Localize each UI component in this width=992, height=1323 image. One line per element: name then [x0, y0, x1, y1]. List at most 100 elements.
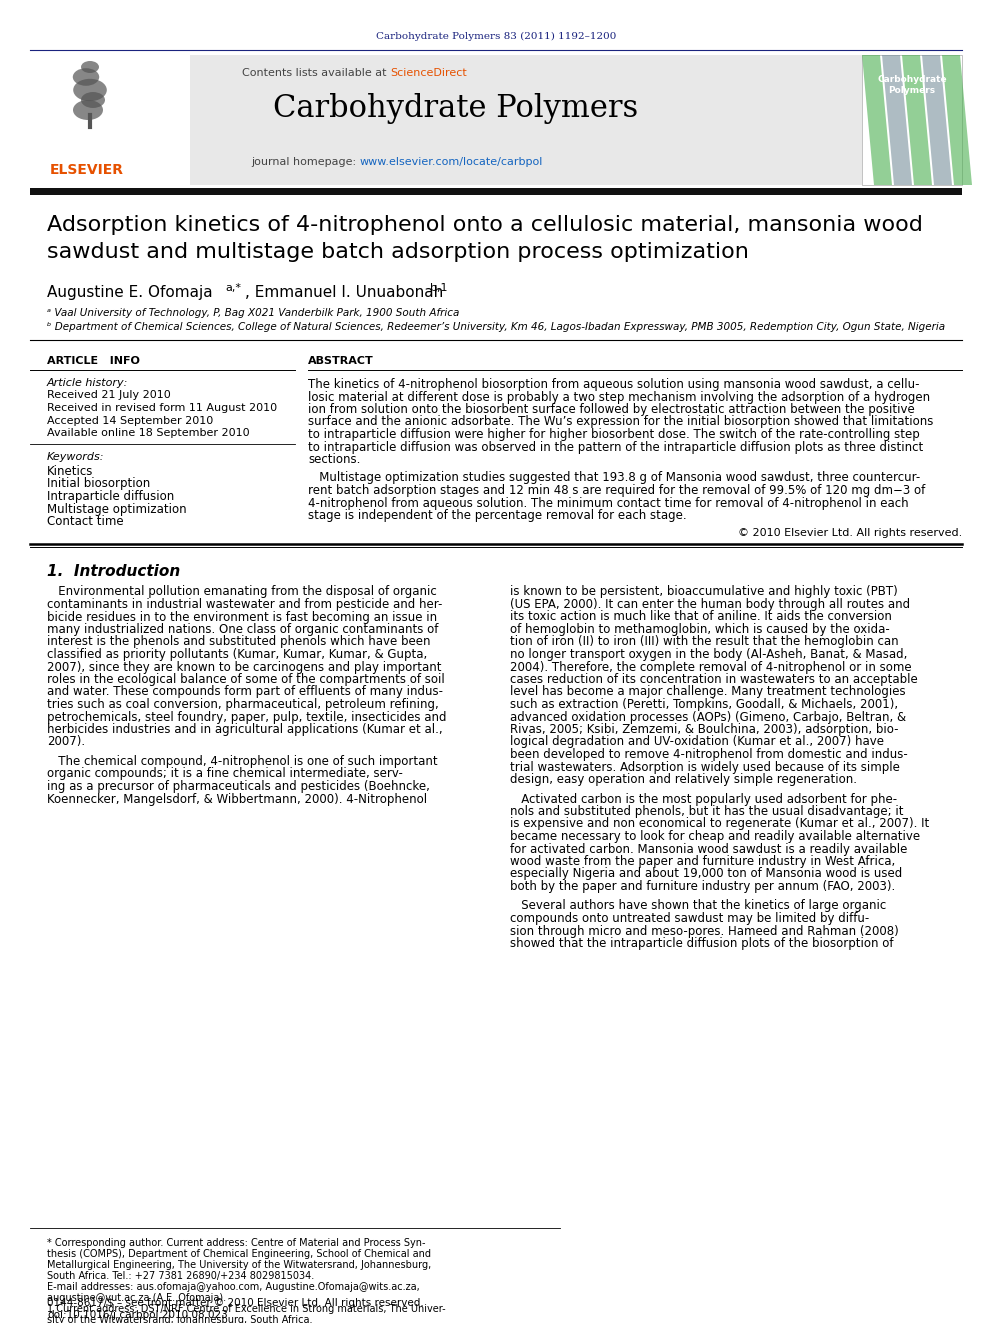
Text: doi:10.1016/j.carbpol.2010.08.023: doi:10.1016/j.carbpol.2010.08.023	[47, 1310, 228, 1320]
Text: Contents lists available at: Contents lists available at	[242, 67, 390, 78]
Text: 2007), since they are known to be carcinogens and play important: 2007), since they are known to be carcin…	[47, 660, 441, 673]
Text: ing as a precursor of pharmaceuticals and pesticides (Boehncke,: ing as a precursor of pharmaceuticals an…	[47, 781, 430, 792]
Text: level has become a major challenge. Many treatment technologies: level has become a major challenge. Many…	[510, 685, 906, 699]
Ellipse shape	[80, 93, 104, 108]
Text: a,*: a,*	[225, 283, 241, 292]
Text: 0144-8617/$ – see front matter © 2010 Elsevier Ltd. All rights reserved.: 0144-8617/$ – see front matter © 2010 El…	[47, 1298, 424, 1308]
Text: interest is the phenols and substituted phenols which have been: interest is the phenols and substituted …	[47, 635, 431, 648]
Polygon shape	[882, 56, 912, 185]
Text: organic compounds; it is a fine chemical intermediate, serv-: organic compounds; it is a fine chemical…	[47, 767, 403, 781]
Text: of hemoglobin to methamoglobin, which is caused by the oxida-: of hemoglobin to methamoglobin, which is…	[510, 623, 890, 636]
Text: compounds onto untreated sawdust may be limited by diffu-: compounds onto untreated sawdust may be …	[510, 912, 869, 925]
Text: Keywords:: Keywords:	[47, 452, 104, 463]
Text: both by the paper and furniture industry per annum (FAO, 2003).: both by the paper and furniture industry…	[510, 880, 895, 893]
Text: 1.  Introduction: 1. Introduction	[47, 564, 181, 578]
Text: Contact time: Contact time	[47, 515, 124, 528]
Text: for activated carbon. Mansonia wood sawdust is a readily available: for activated carbon. Mansonia wood sawd…	[510, 843, 908, 856]
Ellipse shape	[75, 69, 102, 86]
Text: Environmental pollution emanating from the disposal of organic: Environmental pollution emanating from t…	[47, 586, 436, 598]
Text: ELSEVIER: ELSEVIER	[50, 163, 124, 177]
Text: ᵃ Vaal University of Technology, P, Bag X021 Vanderbilk Park, 1900 South Africa: ᵃ Vaal University of Technology, P, Bag …	[47, 308, 459, 318]
Text: Several authors have shown that the kinetics of large organic: Several authors have shown that the kine…	[510, 900, 886, 913]
Text: nols and substituted phenols, but it has the usual disadvantage; it: nols and substituted phenols, but it has…	[510, 804, 904, 818]
Text: its toxic action is much like that of aniline. It aids the conversion: its toxic action is much like that of an…	[510, 610, 892, 623]
Text: especially Nigeria and about 19,000 ton of Mansonia wood is used: especially Nigeria and about 19,000 ton …	[510, 868, 903, 881]
Text: to intraparticle diffusion was observed in the pattern of the intraparticle diff: to intraparticle diffusion was observed …	[308, 441, 924, 454]
Text: to intraparticle diffusion were higher for higher biosorbent dose. The switch of: to intraparticle diffusion were higher f…	[308, 429, 920, 441]
Text: Available online 18 September 2010: Available online 18 September 2010	[47, 429, 250, 438]
Text: © 2010 Elsevier Ltd. All rights reserved.: © 2010 Elsevier Ltd. All rights reserved…	[738, 528, 962, 537]
Text: been developed to remove 4-nitrophenol from domestic and indus-: been developed to remove 4-nitrophenol f…	[510, 747, 908, 761]
Ellipse shape	[83, 61, 101, 73]
Text: Multistage optimization studies suggested that 193.8 g of Mansonia wood sawdust,: Multistage optimization studies suggeste…	[308, 471, 921, 484]
Bar	[30, 56, 862, 185]
Text: and water. These compounds form part of effluents of many indus-: and water. These compounds form part of …	[47, 685, 443, 699]
Text: (US EPA, 2000). It can enter the human body through all routes and: (US EPA, 2000). It can enter the human b…	[510, 598, 910, 611]
Text: classified as priority pollutants (Kumar, Kumar, Kumar, & Gupta,: classified as priority pollutants (Kumar…	[47, 648, 428, 662]
Text: ABSTRACT: ABSTRACT	[308, 356, 374, 366]
Text: showed that the intraparticle diffusion plots of the biosorption of: showed that the intraparticle diffusion …	[510, 937, 894, 950]
Text: Kinetics: Kinetics	[47, 464, 93, 478]
Text: Received in revised form 11 August 2010: Received in revised form 11 August 2010	[47, 404, 277, 413]
Text: Koennecker, Mangelsdorf, & Wibbertmann, 2000). 4-Nitrophenol: Koennecker, Mangelsdorf, & Wibbertmann, …	[47, 792, 428, 806]
Text: Carbohydrate Polymers: Carbohydrate Polymers	[274, 93, 639, 123]
Text: 2007).: 2007).	[47, 736, 85, 749]
Text: 4-nitrophenol from aqueous solution. The minimum contact time for removal of 4-n: 4-nitrophenol from aqueous solution. The…	[308, 496, 909, 509]
Text: ARTICLE   INFO: ARTICLE INFO	[47, 356, 140, 366]
Text: Rivas, 2005; Ksibi, Zemzemi, & Boulchina, 2003), adsorption, bio-: Rivas, 2005; Ksibi, Zemzemi, & Boulchina…	[510, 722, 899, 736]
Text: Initial biosorption: Initial biosorption	[47, 478, 150, 491]
Text: Intraparticle diffusion: Intraparticle diffusion	[47, 490, 175, 503]
Polygon shape	[902, 56, 932, 185]
Text: advanced oxidation processes (AOPs) (Gimeno, Carbajo, Beltran, &: advanced oxidation processes (AOPs) (Gim…	[510, 710, 906, 724]
Text: petrochemicals, steel foundry, paper, pulp, textile, insecticides and: petrochemicals, steel foundry, paper, pu…	[47, 710, 446, 724]
Text: Metallurgical Engineering, The University of the Witwatersrand, Johannesburg,: Metallurgical Engineering, The Universit…	[47, 1259, 432, 1270]
Text: tion of iron (II) to iron (III) with the result that the hemoglobin can: tion of iron (II) to iron (III) with the…	[510, 635, 899, 648]
Text: sion through micro and meso-pores. Hameed and Rahman (2008): sion through micro and meso-pores. Hamee…	[510, 925, 899, 938]
Text: 2004). Therefore, the complete removal of 4-nitrophenol or in some: 2004). Therefore, the complete removal o…	[510, 660, 912, 673]
Text: no longer transport oxygen in the body (Al-Asheh, Banat, & Masad,: no longer transport oxygen in the body (…	[510, 648, 908, 662]
Text: sity of the Witwatersrand, Johannesburg, South Africa.: sity of the Witwatersrand, Johannesburg,…	[47, 1315, 312, 1323]
Text: Adsorption kinetics of 4-nitrophenol onto a cellulosic material, mansonia wood: Adsorption kinetics of 4-nitrophenol ont…	[47, 216, 923, 235]
Text: Activated carbon is the most popularly used adsorbent for phe-: Activated carbon is the most popularly u…	[510, 792, 897, 806]
Ellipse shape	[73, 79, 107, 101]
Text: ion from solution onto the biosorbent surface followed by electrostatic attracti: ion from solution onto the biosorbent su…	[308, 404, 915, 415]
Bar	[30, 188, 962, 194]
Text: logical degradation and UV-oxidation (Kumar et al., 2007) have: logical degradation and UV-oxidation (Ku…	[510, 736, 884, 749]
Text: The chemical compound, 4-nitrophenol is one of such important: The chemical compound, 4-nitrophenol is …	[47, 755, 437, 767]
Text: rent batch adsorption stages and 12 min 48 s are required for the removal of 99.: rent batch adsorption stages and 12 min …	[308, 484, 926, 497]
Text: Multistage optimization: Multistage optimization	[47, 503, 186, 516]
Text: cases reduction of its concentration in wastewaters to an acceptable: cases reduction of its concentration in …	[510, 673, 918, 687]
Text: ScienceDirect: ScienceDirect	[390, 67, 467, 78]
Text: tries such as coal conversion, pharmaceutical, petroleum refining,: tries such as coal conversion, pharmaceu…	[47, 699, 438, 710]
Text: sawdust and multistage batch adsorption process optimization: sawdust and multistage batch adsorption …	[47, 242, 749, 262]
Text: design, easy operation and relatively simple regeneration.: design, easy operation and relatively si…	[510, 773, 857, 786]
Text: contaminants in industrial wastewater and from pesticide and her-: contaminants in industrial wastewater an…	[47, 598, 442, 611]
Text: www.elsevier.com/locate/carbpol: www.elsevier.com/locate/carbpol	[360, 157, 544, 167]
Text: Carbohydrate
Polymers: Carbohydrate Polymers	[877, 74, 946, 95]
Text: trial wastewaters. Adsorption is widely used because of its simple: trial wastewaters. Adsorption is widely …	[510, 761, 900, 774]
Bar	[862, 56, 962, 185]
Text: Received 21 July 2010: Received 21 July 2010	[47, 390, 171, 401]
Text: bicide residues in to the environment is fast becoming an issue in: bicide residues in to the environment is…	[47, 610, 437, 623]
Text: b,1: b,1	[430, 283, 447, 292]
Text: E-mail addresses: aus.ofomaja@yahoo.com, Augustine.Ofomaja@wits.ac.za,: E-mail addresses: aus.ofomaja@yahoo.com,…	[47, 1282, 420, 1293]
Text: wood waste from the paper and furniture industry in West Africa,: wood waste from the paper and furniture …	[510, 855, 895, 868]
Text: such as extraction (Peretti, Tompkins, Goodall, & Michaels, 2001),: such as extraction (Peretti, Tompkins, G…	[510, 699, 898, 710]
Text: * Corresponding author. Current address: Centre of Material and Process Syn-: * Corresponding author. Current address:…	[47, 1238, 426, 1248]
Ellipse shape	[73, 101, 103, 120]
Bar	[30, 56, 190, 185]
Text: roles in the ecological balance of some of the compartments of soil: roles in the ecological balance of some …	[47, 673, 444, 687]
Text: Augustine E. Ofomaja: Augustine E. Ofomaja	[47, 284, 212, 300]
Polygon shape	[942, 56, 972, 185]
Text: , Emmanuel I. Unuabonah: , Emmanuel I. Unuabonah	[245, 284, 443, 300]
Text: is expensive and non economical to regenerate (Kumar et al., 2007). It: is expensive and non economical to regen…	[510, 818, 930, 831]
Text: surface and the anionic adsorbate. The Wu’s expression for the initial biosorpti: surface and the anionic adsorbate. The W…	[308, 415, 933, 429]
Text: The kinetics of 4-nitrophenol biosorption from aqueous solution using mansonia w: The kinetics of 4-nitrophenol biosorptio…	[308, 378, 920, 392]
Text: stage is independent of the percentage removal for each stage.: stage is independent of the percentage r…	[308, 509, 686, 523]
Text: South Africa. Tel.: +27 7381 26890/+234 8029815034.: South Africa. Tel.: +27 7381 26890/+234 …	[47, 1271, 314, 1281]
Text: journal homepage:: journal homepage:	[251, 157, 360, 167]
Text: Accepted 14 September 2010: Accepted 14 September 2010	[47, 415, 213, 426]
Text: augustine@vut.ac.za (A.E. Ofomaja).: augustine@vut.ac.za (A.E. Ofomaja).	[47, 1293, 226, 1303]
Text: sections.: sections.	[308, 452, 360, 466]
Text: Carbohydrate Polymers 83 (2011) 1192–1200: Carbohydrate Polymers 83 (2011) 1192–120…	[376, 32, 616, 41]
